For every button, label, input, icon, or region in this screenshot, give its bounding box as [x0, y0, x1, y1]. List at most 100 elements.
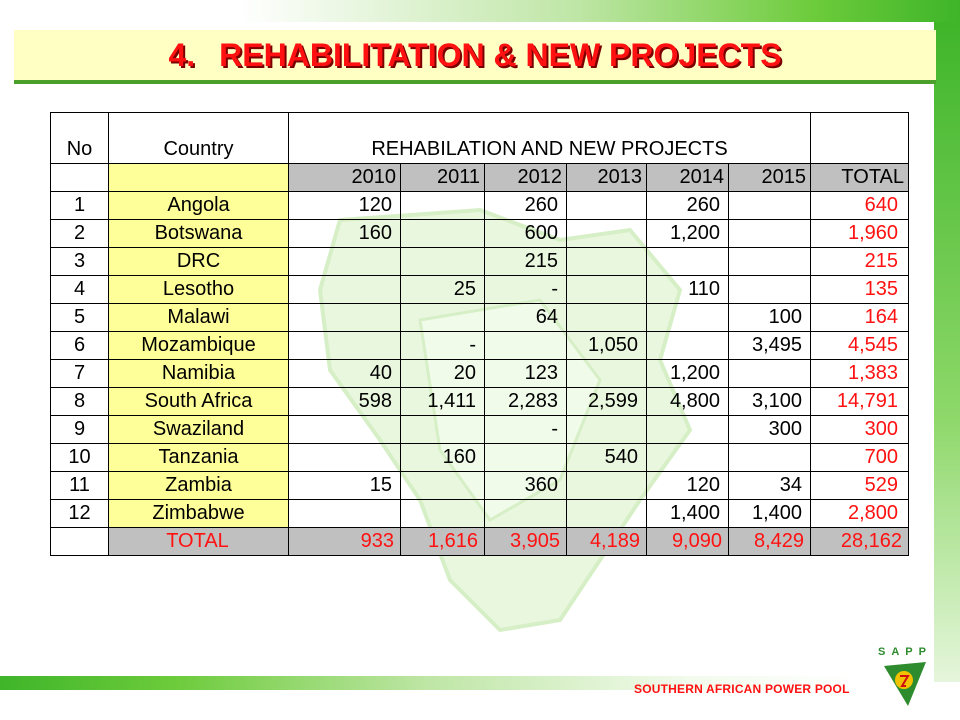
row-total: 215	[810, 247, 910, 276]
row-value-cell: 3,100	[727, 387, 812, 416]
row-total: 529	[810, 471, 910, 500]
row-value-cell	[484, 499, 567, 528]
row-value-cell	[400, 415, 485, 444]
top-gradient-band	[0, 0, 960, 22]
row-value-cell	[484, 443, 567, 472]
row-country: Lesotho	[108, 275, 289, 304]
year-row-country-blank	[108, 163, 289, 192]
row-value-cell: 120	[288, 191, 401, 220]
row-value-cell: 123	[484, 359, 567, 388]
table-row: 1 Angola 120 260 260 640	[50, 191, 910, 220]
row-value-cell: 215	[484, 247, 567, 276]
row-value-cell: 260	[646, 191, 729, 220]
table-row: 6 Mozambique - 1,050 3,495 4,545	[50, 331, 910, 360]
total-row-value: 933	[288, 527, 401, 556]
header-group: REHABILATION AND NEW PROJECTS	[287, 112, 812, 164]
row-value-cell	[288, 499, 401, 528]
row-value-cell: -	[484, 415, 567, 444]
row-value-cell	[288, 247, 401, 276]
row-total: 300	[810, 415, 910, 444]
row-number: 11	[50, 471, 109, 500]
row-total: 640	[810, 191, 910, 220]
row-value-cell: 2,283	[484, 387, 567, 416]
year-2012: 2012	[484, 163, 567, 192]
row-value-cell	[288, 275, 401, 304]
row-country: Zambia	[108, 471, 289, 500]
row-value-cell	[400, 303, 485, 332]
row-value-cell	[566, 471, 647, 500]
row-number: 4	[50, 275, 109, 304]
row-total: 2,800	[810, 499, 910, 528]
row-value-cell	[566, 415, 647, 444]
row-value-cell: 540	[566, 443, 647, 472]
row-country: Mozambique	[108, 331, 289, 360]
row-value-cell: 1,411	[400, 387, 485, 416]
row-country: Namibia	[108, 359, 289, 388]
row-value-cell	[566, 303, 647, 332]
row-value-cell	[727, 247, 812, 276]
row-value-cell: 40	[288, 359, 401, 388]
total-row-value: 9,090	[646, 527, 729, 556]
row-value-cell: 598	[288, 387, 401, 416]
row-total: 1,960	[810, 219, 910, 248]
logo-letters: SAPP	[878, 646, 932, 658]
table-row: 4 Lesotho 25- 110 135	[50, 275, 910, 304]
row-total: 700	[810, 443, 910, 472]
row-value-cell: -	[400, 331, 485, 360]
table-row: 8 South Africa 598 1,411 2,283 2,599 4,800 3,10…	[50, 387, 910, 416]
row-value-cell	[288, 415, 401, 444]
header-blank	[810, 112, 910, 164]
row-value-cell: 120	[646, 471, 729, 500]
row-value-cell	[566, 219, 647, 248]
total-row-value: 1,616	[400, 527, 485, 556]
slide-number: 4.	[168, 36, 196, 73]
row-value-cell: 1,400	[646, 499, 729, 528]
row-value-cell	[566, 275, 647, 304]
year-row-blank	[50, 163, 109, 192]
row-value-cell: 4,800	[646, 387, 729, 416]
header-no: No	[50, 112, 109, 164]
year-2010: 2010	[288, 163, 401, 192]
row-number: 12	[50, 499, 109, 528]
year-2015: 2015	[727, 163, 812, 192]
row-value-cell	[566, 247, 647, 276]
row-value-cell: 300	[727, 415, 812, 444]
header-country: Country	[108, 112, 289, 164]
row-value-cell: 3,495	[727, 331, 812, 360]
table-row: 5 Malawi 64 100 164	[50, 303, 910, 332]
row-total: 14,791	[810, 387, 910, 416]
row-number: 10	[50, 443, 109, 472]
row-total: 4,545	[810, 331, 910, 360]
row-value-cell: 15	[288, 471, 401, 500]
total-row-blank	[50, 527, 109, 556]
total-row-value: 4,189	[566, 527, 647, 556]
year-2013: 2013	[566, 163, 647, 192]
row-value-cell	[400, 247, 485, 276]
table-year-row: 2010 2011 2012 2013 2014 2015 TOTAL	[50, 163, 910, 192]
row-value-cell: 600	[484, 219, 567, 248]
row-value-cell	[400, 219, 485, 248]
table-header-row: No Country REHABILATION AND NEW PROJECTS	[50, 112, 910, 164]
grand-total: 28,162	[810, 527, 910, 556]
footer-org-name: SOUTHERN AFRICAN POWER POOL	[634, 682, 850, 696]
row-value-cell: 25	[400, 275, 485, 304]
table-row: 2 Botswana 160 600 1,200 1,960	[50, 219, 910, 248]
table-row: 12 Zimbabwe 1,400 1,400 2,800	[50, 499, 910, 528]
row-value-cell: 360	[484, 471, 567, 500]
row-value-cell	[727, 443, 812, 472]
row-value-cell	[727, 359, 812, 388]
row-total: 1,383	[810, 359, 910, 388]
year-2014: 2014	[646, 163, 729, 192]
row-value-cell	[646, 443, 729, 472]
row-value-cell: 1,400	[727, 499, 812, 528]
row-value-cell	[484, 331, 567, 360]
row-value-cell	[288, 303, 401, 332]
table-row: 7 Namibia 40 20 123 1,200 1,383	[50, 359, 910, 388]
row-number: 8	[50, 387, 109, 416]
row-country: Malawi	[108, 303, 289, 332]
row-value-cell	[566, 499, 647, 528]
table-row: 9 Swaziland - 300 300	[50, 415, 910, 444]
row-number: 2	[50, 219, 109, 248]
row-value-cell	[288, 443, 401, 472]
total-row-value: 8,429	[727, 527, 812, 556]
